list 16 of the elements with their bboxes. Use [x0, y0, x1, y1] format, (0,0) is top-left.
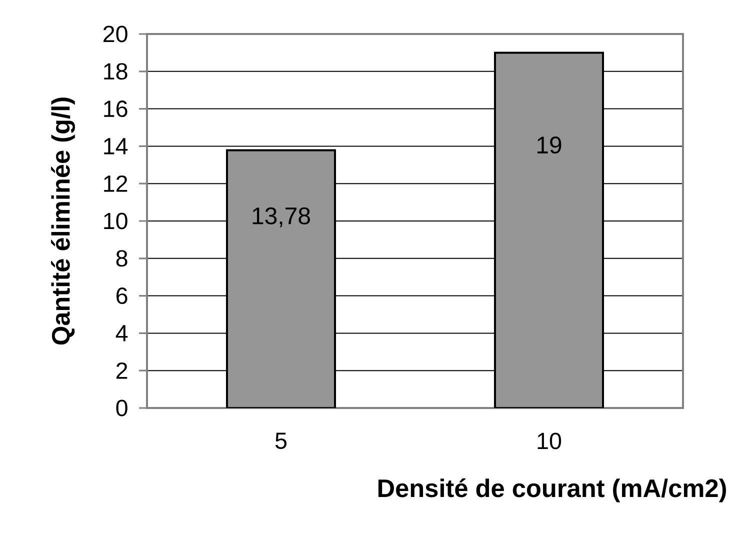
y-tick-label: 12 [104, 175, 128, 192]
y-tick-label: 20 [104, 26, 128, 42]
y-tick-label: 6 [116, 288, 128, 304]
y-tick-label: 18 [104, 63, 128, 80]
y-tick-label: 4 [116, 325, 128, 342]
y-tick-label: 16 [104, 100, 128, 118]
x-axis-title: Densité de courant (mA/cm2) [378, 478, 726, 502]
y-tick-label: 2 [116, 362, 128, 379]
y-tick-label: 14 [104, 138, 128, 154]
y-tick-label: 8 [116, 250, 128, 267]
y-tick-label: 0 [116, 400, 128, 416]
data-label: 13,78 [252, 207, 310, 228]
x-tick-label: 5 [275, 432, 287, 449]
data-label: 19 [537, 136, 562, 154]
y-axis-title: Qantité éliminée (g/l) [51, 98, 75, 345]
y-tick-label: 10 [104, 212, 128, 230]
